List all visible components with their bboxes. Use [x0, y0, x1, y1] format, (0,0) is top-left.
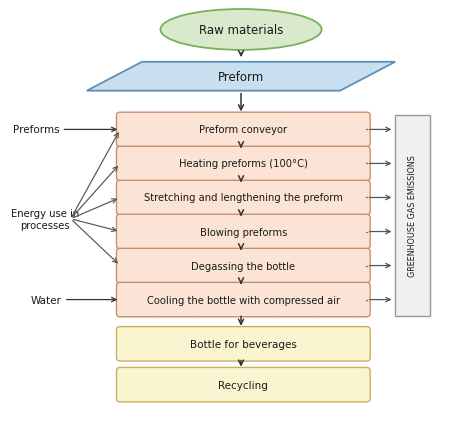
Polygon shape	[87, 63, 395, 92]
Text: Energy use in
processes: Energy use in processes	[11, 209, 80, 230]
FancyBboxPatch shape	[117, 181, 370, 215]
Text: Blowing preforms: Blowing preforms	[200, 227, 287, 237]
Text: Recycling: Recycling	[219, 380, 268, 390]
Text: GREENHOUSE GAS EMISSIONS: GREENHOUSE GAS EMISSIONS	[408, 155, 417, 276]
Text: Preform conveyor: Preform conveyor	[199, 125, 287, 135]
Text: Stretching and lengthening the preform: Stretching and lengthening the preform	[144, 193, 343, 203]
Text: Water: Water	[31, 295, 62, 305]
FancyBboxPatch shape	[117, 147, 370, 181]
FancyBboxPatch shape	[117, 283, 370, 317]
FancyBboxPatch shape	[117, 249, 370, 283]
Text: Heating preforms (100°C): Heating preforms (100°C)	[179, 159, 308, 169]
Ellipse shape	[161, 10, 321, 51]
Text: Cooling the bottle with compressed air: Cooling the bottle with compressed air	[147, 295, 340, 305]
Text: Degassing the bottle: Degassing the bottle	[191, 261, 295, 271]
Text: Raw materials: Raw materials	[199, 24, 283, 37]
FancyBboxPatch shape	[117, 215, 370, 249]
Text: Bottle for beverages: Bottle for beverages	[190, 339, 297, 349]
FancyBboxPatch shape	[117, 113, 370, 147]
FancyBboxPatch shape	[117, 327, 370, 361]
FancyBboxPatch shape	[117, 368, 370, 402]
Text: Preform: Preform	[218, 71, 264, 83]
FancyBboxPatch shape	[395, 115, 430, 316]
Text: Preforms: Preforms	[12, 125, 59, 135]
